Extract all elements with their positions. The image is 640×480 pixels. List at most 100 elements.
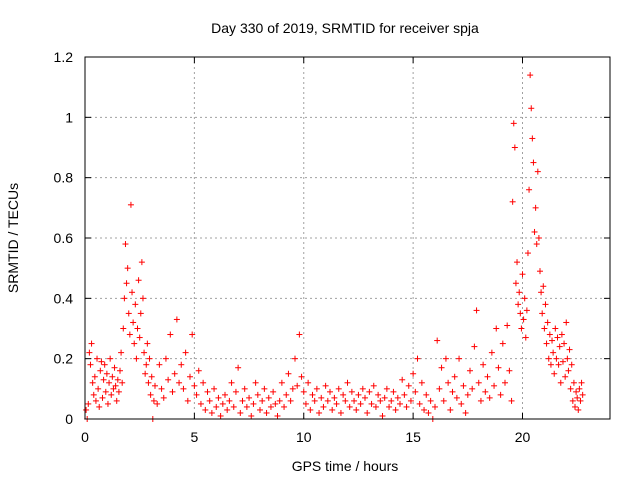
data-point [254,391,261,398]
data-point [300,388,307,395]
data-point [222,391,228,398]
data-point [243,403,250,410]
data-point [146,355,153,362]
data-point [226,397,233,404]
data-point [333,400,340,407]
data-point [94,355,101,362]
data-point [550,349,557,356]
data-point [372,403,379,410]
data-point [359,385,366,392]
data-point [147,391,154,398]
data-point [523,307,530,314]
data-point [432,403,438,410]
data-point [425,409,432,416]
data-point [551,370,558,377]
data-point [436,385,443,392]
data-point [549,337,556,344]
data-point [154,400,161,407]
data-point [134,325,141,332]
data-point [136,334,143,341]
data-point [355,391,362,398]
data-point [518,325,525,332]
data-point [294,382,301,389]
data-point [108,391,115,398]
data-point [574,394,581,401]
data-point [491,382,498,389]
data-point [397,400,403,407]
data-point [110,385,117,392]
data-point [529,135,536,142]
data-point [235,364,242,371]
data-point [558,331,565,338]
data-point [504,322,511,329]
data-point [213,403,220,410]
data-point [113,397,120,404]
y-tick-label: 0.4 [54,290,74,306]
data-point [516,289,523,296]
data-point [121,295,128,302]
data-point [101,361,108,368]
data-point [555,361,562,368]
data-point [320,403,327,410]
data-point [502,379,508,386]
data-point [394,394,401,401]
data-point [182,349,189,356]
data-point [388,397,395,404]
data-point [440,397,447,404]
data-point [204,388,211,395]
data-point [524,250,531,257]
data-point [85,400,92,407]
data-point [473,307,480,314]
data-point [202,406,209,413]
data-point [493,325,500,332]
data-point [342,397,349,404]
data-point [259,397,266,404]
data-point [189,331,196,338]
data-point [464,391,471,398]
data-point [517,310,524,317]
data-point [421,406,428,413]
data-point [180,385,187,392]
data-point [368,400,375,407]
data-point [467,367,473,374]
data-point [92,397,99,404]
data-point [375,391,382,398]
data-point [87,361,94,368]
data-point [423,391,430,398]
data-point [98,358,105,365]
data-point [564,355,571,362]
data-point [522,334,529,341]
data-point [208,409,215,416]
data-point [427,397,434,404]
data-point [351,397,358,404]
data-point [469,385,476,392]
data-point [197,400,204,407]
data-point [526,186,533,193]
data-point [143,361,150,368]
data-point [287,397,294,404]
data-point [141,349,148,356]
data-point [445,379,452,386]
data-point [292,355,298,362]
data-point [453,394,460,401]
data-point [230,403,237,410]
grid-lines [85,57,610,419]
data-point [281,403,288,410]
data-point [506,367,513,374]
data-point [91,373,98,380]
data-point [178,361,185,368]
data-point [383,385,390,392]
data-point [127,201,134,208]
data-point [545,355,552,362]
data-point [137,310,144,317]
data-point [283,391,290,398]
x-tick-label: 5 [190,429,198,445]
data-point [150,397,157,404]
data-point [566,346,573,353]
data-point [364,409,371,416]
data-point [557,379,564,386]
data-point [497,391,504,398]
data-point [344,379,351,386]
data-point [418,379,425,386]
